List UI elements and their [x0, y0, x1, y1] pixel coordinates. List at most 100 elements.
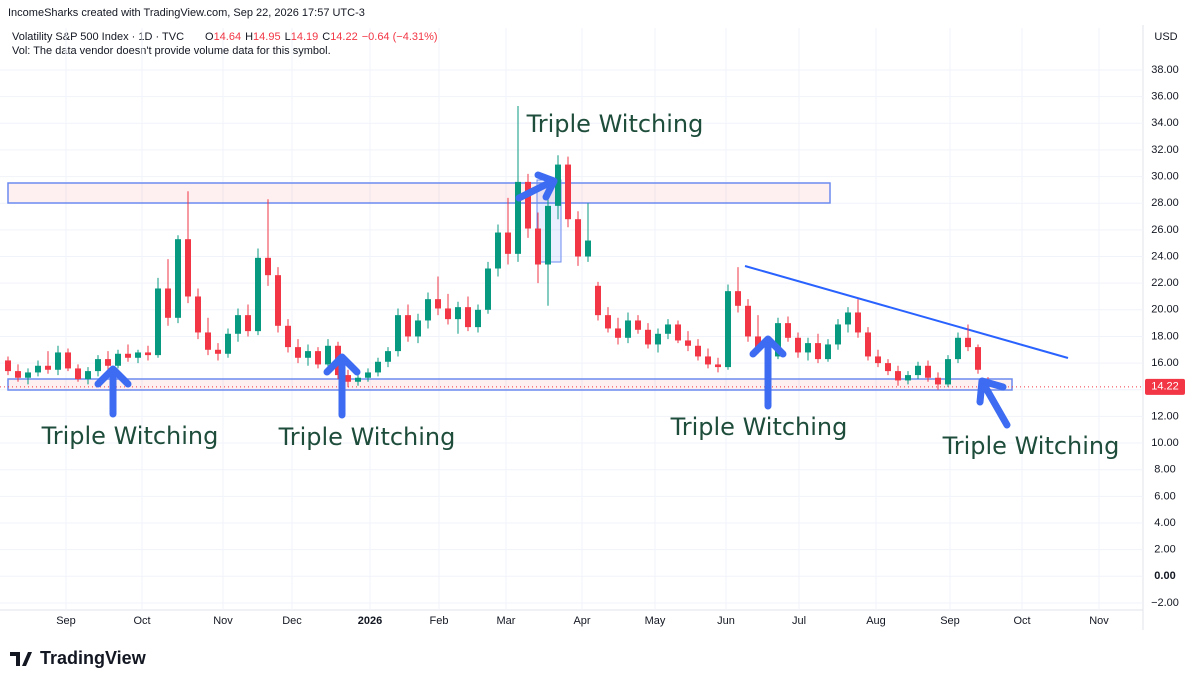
candle-body — [425, 299, 431, 321]
resistance-zone — [7, 182, 831, 204]
candle-body — [55, 352, 61, 370]
candle-body — [155, 288, 161, 356]
candle-body — [755, 336, 761, 349]
candle-body — [545, 205, 551, 265]
candle-body — [295, 347, 301, 358]
candle-body — [885, 363, 891, 372]
y-tick-label: 34.00 — [1151, 117, 1179, 129]
candle-body — [5, 360, 11, 372]
candle-body — [775, 323, 781, 357]
candle-body — [235, 315, 241, 334]
candle-body — [405, 315, 411, 337]
x-tick-label: Aug — [866, 615, 886, 627]
y-tick-label: 2.00 — [1154, 544, 1175, 556]
candle-body — [955, 337, 961, 360]
candle-body — [965, 337, 971, 348]
x-tick-label: Nov — [213, 615, 233, 627]
y-tick-label: 22.00 — [1151, 277, 1179, 289]
candle-body — [565, 164, 571, 220]
y-tick-label: 6.00 — [1154, 490, 1175, 502]
ohlc-change: −0.64 (−4.31%) — [362, 31, 438, 43]
annotation: Triple Witching — [670, 413, 848, 441]
candle-body — [35, 365, 41, 373]
ohlc-low-label: L — [285, 31, 291, 43]
candle-body — [45, 365, 51, 370]
x-tick-label: Sep — [940, 615, 960, 627]
x-tick-label: Dec — [282, 615, 302, 627]
volume-note: Vol: The data vendor doesn't provide vol… — [12, 45, 331, 57]
annotation: Triple Witching — [526, 110, 704, 138]
ohlc-close-label: C — [322, 31, 330, 43]
candle-body — [345, 375, 351, 382]
candle-body — [375, 361, 381, 373]
y-tick-label: 20.00 — [1151, 304, 1179, 316]
candle-body — [255, 257, 261, 332]
ohlc-high-label: H — [245, 31, 253, 43]
x-tick-label: Feb — [430, 615, 449, 627]
candle-body — [85, 371, 91, 380]
candle-body — [575, 219, 581, 257]
x-tick-label: May — [645, 615, 666, 627]
support-zone — [7, 378, 1013, 391]
y-tick-label: −2.00 — [1151, 597, 1179, 609]
x-tick-label: Mar — [497, 615, 516, 627]
annotation: Triple Witching — [942, 432, 1120, 460]
candle-body — [725, 291, 731, 368]
ohlc-low: 14.19 — [291, 31, 319, 43]
candle-body — [355, 377, 361, 382]
y-tick-label: 36.00 — [1151, 91, 1179, 103]
candle-body — [665, 324, 671, 334]
candle-body — [465, 307, 471, 328]
candle-body — [195, 296, 201, 333]
x-tick-label: 2026 — [358, 615, 382, 627]
candle-body — [225, 333, 231, 354]
candle-body — [595, 285, 601, 316]
candle-body — [145, 352, 151, 356]
y-tick-label: 32.00 — [1151, 144, 1179, 156]
arrow — [749, 335, 787, 410]
arrow — [94, 365, 132, 418]
y-tick-label: 10.00 — [1151, 437, 1179, 449]
candle-body — [165, 288, 171, 318]
candle-body — [285, 325, 291, 348]
candle-body — [795, 337, 801, 353]
candle-body — [915, 365, 921, 376]
x-tick-label: Oct — [1013, 615, 1030, 627]
candle-body — [325, 345, 331, 365]
last-price-label: 14.22 — [1151, 381, 1179, 393]
candle-body — [185, 239, 191, 297]
candle-body — [475, 309, 481, 328]
candle-body — [115, 353, 121, 366]
candle-body — [675, 324, 681, 341]
arrow — [976, 377, 1011, 429]
candle-body — [395, 315, 401, 352]
candle-body — [525, 181, 531, 229]
candle-body — [735, 291, 741, 306]
logo-mark — [10, 652, 32, 666]
candle-body — [645, 329, 651, 345]
candle-body — [215, 349, 221, 354]
y-tick-label: 26.00 — [1151, 224, 1179, 236]
y-tick-label: 16.00 — [1151, 357, 1179, 369]
y-tick-label: 38.00 — [1151, 64, 1179, 76]
y-tick-label: 4.00 — [1154, 517, 1175, 529]
candle-body — [25, 372, 31, 378]
x-tick-label: Sep — [56, 615, 76, 627]
candle-body — [805, 343, 811, 353]
candle-body — [895, 371, 901, 381]
annotation: Triple Witching — [41, 422, 219, 450]
candle-body — [245, 315, 251, 332]
candle-body — [705, 356, 711, 365]
candle-body — [105, 359, 111, 366]
candle-body — [535, 228, 541, 265]
symbol: Volatility S&P 500 Index · 1D · TVC — [12, 31, 184, 43]
annotation: Triple Witching — [278, 423, 456, 451]
candle-body — [495, 232, 501, 269]
arrow — [323, 353, 361, 419]
ohlc-open: 14.64 — [214, 31, 242, 43]
candle-body — [515, 181, 521, 254]
x-tick-label: Jun — [717, 615, 735, 627]
candle-body — [75, 368, 81, 380]
currency: USD — [1154, 31, 1177, 43]
